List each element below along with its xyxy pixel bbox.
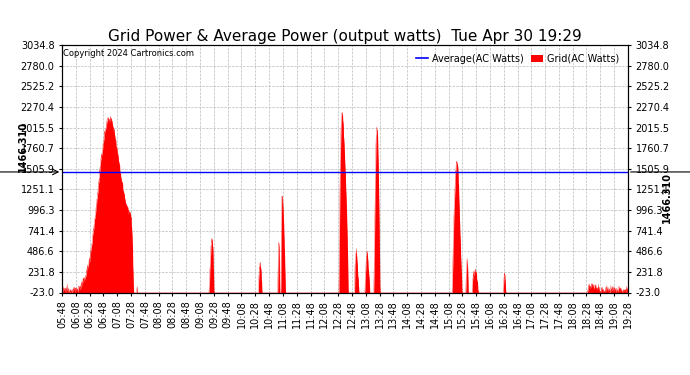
Text: 1466.310: 1466.310 — [662, 172, 672, 223]
Title: Grid Power & Average Power (output watts)  Tue Apr 30 19:29: Grid Power & Average Power (output watts… — [108, 29, 582, 44]
Text: 1466.310: 1466.310 — [18, 121, 28, 172]
Legend: Average(AC Watts), Grid(AC Watts): Average(AC Watts), Grid(AC Watts) — [413, 50, 623, 68]
Text: Copyright 2024 Cartronics.com: Copyright 2024 Cartronics.com — [63, 49, 194, 58]
